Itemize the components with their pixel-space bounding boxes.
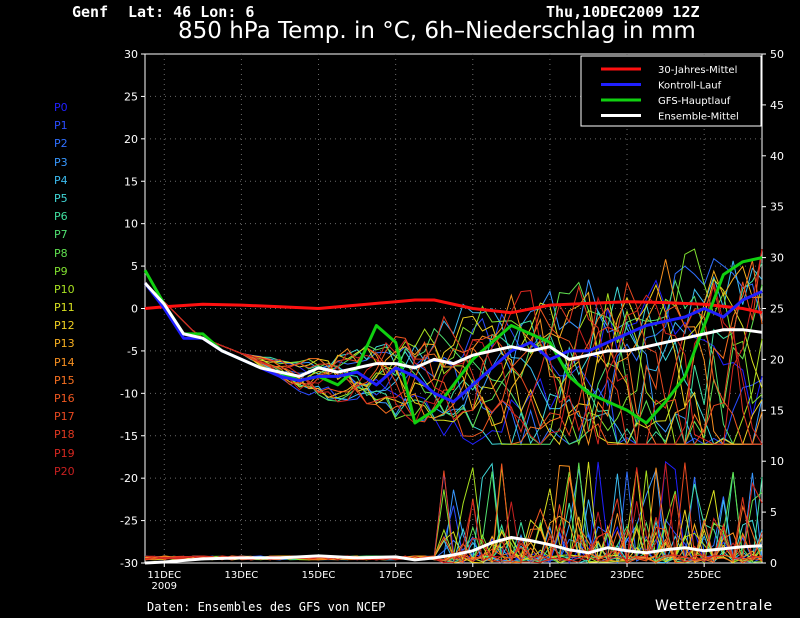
member-label-p20: P20	[54, 464, 75, 478]
legend-label: 30-Jahres-Mittel	[658, 65, 737, 76]
x-tick-label: 15DEC	[302, 570, 336, 581]
right-tick-label: 5	[770, 506, 777, 519]
right-tick-label: 35	[770, 201, 784, 214]
location-label: Genf	[72, 3, 109, 21]
left-tick-label: 25	[124, 90, 138, 103]
left-tick-label: 15	[124, 175, 138, 188]
member-label-p14: P14	[54, 355, 75, 369]
right-tick-label: 30	[770, 252, 784, 265]
run-timestamp: Thu,10DEC2009 12Z	[546, 3, 700, 21]
right-tick-label: 10	[770, 455, 784, 468]
x-tick-label: 17DEC	[379, 570, 413, 581]
member-temp-line	[144, 249, 763, 445]
member-label-p18: P18	[54, 428, 75, 442]
member-label-p7: P7	[54, 228, 68, 242]
legend-label: Kontroll-Lauf	[658, 81, 722, 92]
legend: 30-Jahres-Mittel Kontroll-Lauf GFS-Hauptla…	[580, 55, 762, 127]
right-tick-label: 25	[770, 303, 784, 316]
member-label-p1: P1	[54, 119, 68, 133]
left-tick-label: -30	[120, 557, 138, 570]
member-label-p0: P0	[54, 101, 68, 114]
member-label-p12: P12	[54, 319, 75, 333]
left-tick-label: -25	[120, 515, 138, 528]
series-line-30-jahres-mittel	[144, 298, 763, 315]
x-tick-label: 19DEC	[456, 570, 490, 581]
x-tick-label: 11DEC	[147, 570, 181, 581]
left-tick-label: -20	[120, 472, 138, 485]
plot-frame	[144, 53, 763, 564]
member-label-p15: P15	[54, 373, 75, 387]
series-lines	[143, 256, 763, 565]
legend-label: Ensemble-Mittel	[658, 112, 739, 123]
brand-label: Wetterzentrale	[655, 598, 774, 614]
member-label-p19: P19	[54, 446, 75, 460]
x-tick-label: 13DEC	[225, 570, 259, 581]
member-temp-line	[144, 249, 763, 445]
left-tick-label: 0	[131, 303, 138, 316]
member-label-p4: P4	[54, 173, 68, 187]
data-source-note: Daten: Ensembles des GFS von NCEP	[147, 600, 386, 614]
right-tick-label: 0	[770, 557, 777, 570]
member-temp-line	[144, 282, 762, 445]
date-axis: 11DEC 13DEC 15DEC 17DEC 19DEC 21DEC 23DEC 25DEC…	[147, 563, 721, 592]
chart-title: 850 hPa Temp. in °C, 6h–Niederschlag in …	[178, 18, 696, 44]
member-label-p3: P3	[54, 155, 68, 169]
member-label-p6: P6	[54, 210, 68, 224]
member-precip-line	[144, 462, 763, 564]
right-tick-label: 20	[770, 353, 784, 366]
left-tick-label: -10	[120, 387, 138, 400]
left-tick-label: -5	[127, 345, 138, 358]
x-tick-label: 25DEC	[687, 570, 721, 581]
ensemble-member-lines	[144, 248, 763, 565]
member-label-p9: P9	[54, 264, 68, 278]
member-temp-line	[144, 282, 763, 445]
ensemble-member-list: P0 P1 P2 P3 P4 P5 P6 P7 P8 P9 P10 P11 P12 P13 P14 P15 P1…	[54, 101, 94, 483]
left-temperature-axis: 30 25 20 15 10 5 0 -5 -10 -15 -20 -25 -30	[120, 48, 145, 570]
right-tick-label: 40	[770, 150, 784, 163]
series-line-ensemble-mittel-niederschlag	[144, 536, 763, 565]
member-label-p16: P16	[54, 392, 75, 405]
member-label-p8: P8	[54, 246, 68, 260]
right-tick-label: 50	[770, 48, 784, 61]
gridlines	[145, 54, 762, 563]
series-line-ensemble-mittel	[143, 281, 763, 378]
member-label-p11: P11	[54, 301, 75, 315]
right-tick-label: 45	[770, 99, 784, 112]
member-label-p17: P17	[54, 410, 75, 424]
left-tick-label: 20	[124, 133, 138, 146]
member-label-p10: P10	[54, 282, 75, 296]
right-tick-label: 15	[770, 404, 784, 417]
x-tick-label: 23DEC	[610, 570, 644, 581]
left-tick-label: -15	[120, 430, 138, 443]
member-label-p5: P5	[54, 191, 68, 205]
member-label-p13: P13	[54, 337, 75, 351]
legend-label: GFS-Hauptlauf	[658, 96, 731, 107]
x-year-label: 2009	[152, 581, 177, 592]
x-tick-label: 21DEC	[533, 570, 567, 581]
member-label-p2: P2	[54, 137, 68, 151]
left-tick-label: 30	[124, 48, 138, 61]
coordinates-label: Lat: 46 Lon: 6	[128, 3, 255, 21]
left-tick-label: 10	[124, 218, 138, 231]
left-tick-label: 5	[131, 260, 138, 273]
